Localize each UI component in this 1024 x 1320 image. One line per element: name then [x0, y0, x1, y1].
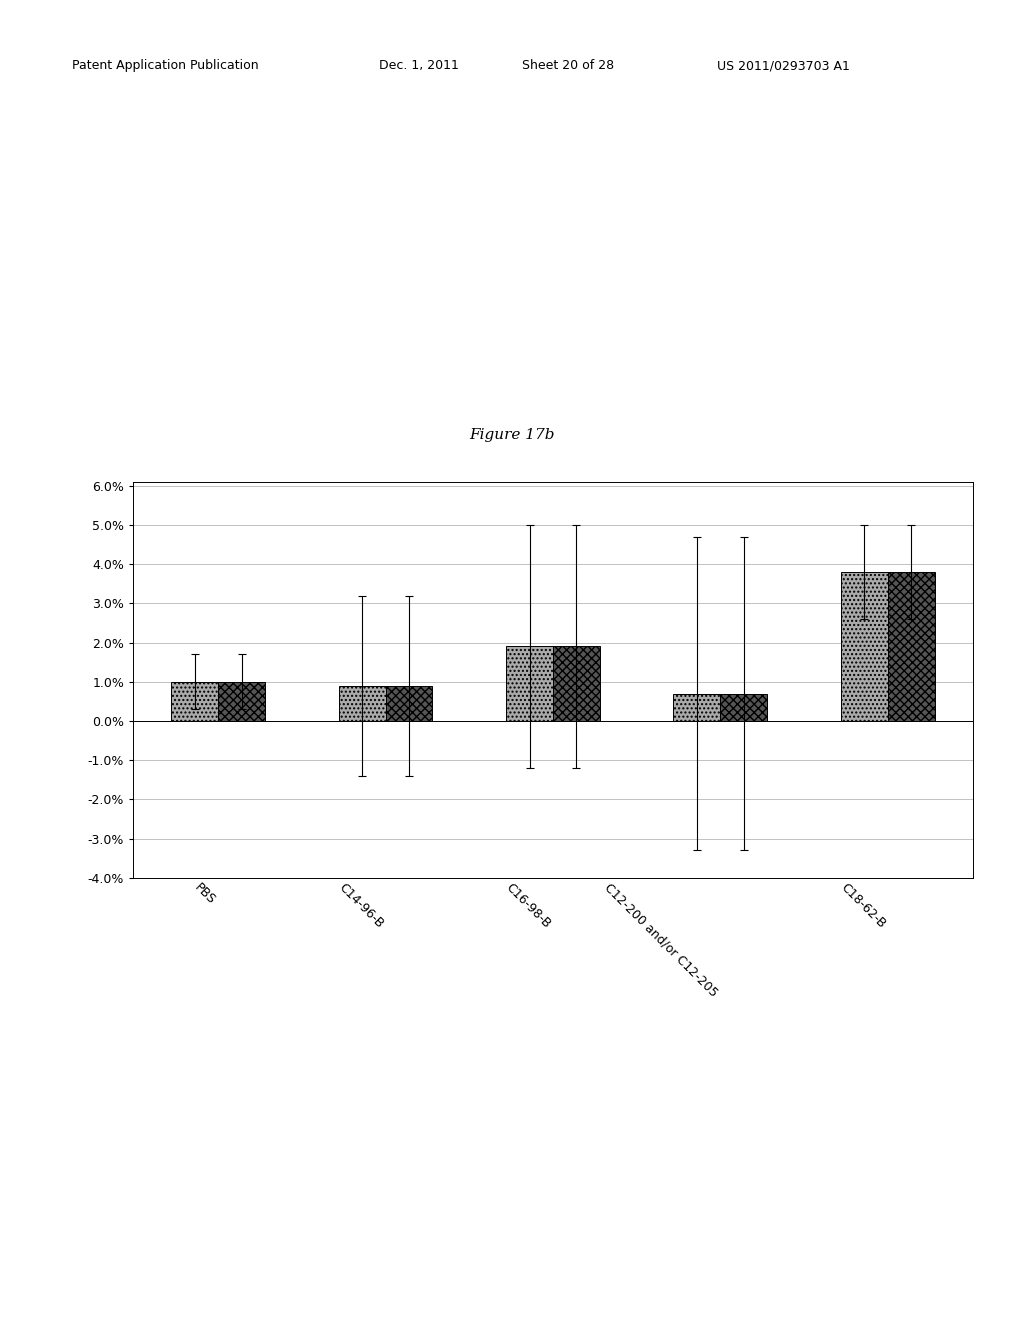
Text: Figure 17b: Figure 17b — [469, 428, 555, 442]
Text: Patent Application Publication: Patent Application Publication — [72, 59, 258, 73]
Bar — [888, 572, 935, 721]
Text: Dec. 1, 2011: Dec. 1, 2011 — [379, 59, 459, 73]
Text: Sheet 20 of 28: Sheet 20 of 28 — [522, 59, 614, 73]
Bar — [553, 647, 600, 721]
Bar — [218, 681, 265, 721]
Bar — [339, 685, 386, 721]
Bar — [720, 693, 767, 721]
Bar — [674, 693, 720, 721]
Bar — [171, 681, 218, 721]
Bar — [841, 572, 888, 721]
Bar — [386, 685, 432, 721]
Text: US 2011/0293703 A1: US 2011/0293703 A1 — [717, 59, 850, 73]
Bar — [506, 647, 553, 721]
